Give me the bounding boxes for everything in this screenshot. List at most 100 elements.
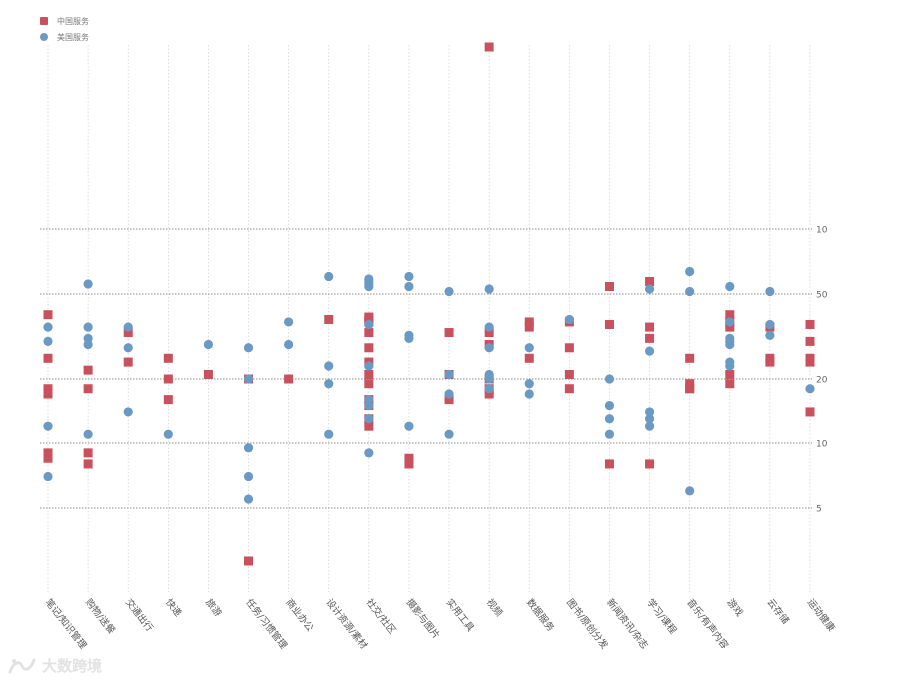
china-point[interactable] [604, 319, 614, 329]
china-point[interactable] [564, 384, 574, 394]
china-point[interactable] [484, 42, 494, 52]
us-point[interactable] [604, 429, 615, 439]
us-point[interactable] [524, 343, 534, 353]
china-point[interactable] [805, 357, 815, 367]
china-point[interactable] [163, 374, 173, 384]
us-point[interactable] [725, 339, 735, 350]
china-point[interactable] [123, 357, 133, 367]
us-point[interactable] [404, 281, 414, 292]
us-point[interactable] [685, 286, 695, 297]
china-point[interactable] [43, 389, 53, 399]
us-point[interactable] [364, 400, 374, 411]
china-point[interactable] [564, 343, 574, 353]
us-point[interactable] [43, 421, 53, 431]
china-point[interactable] [645, 277, 655, 286]
us-point[interactable] [404, 333, 414, 343]
us-point[interactable] [364, 414, 374, 424]
china-point[interactable] [43, 453, 53, 463]
us-point[interactable] [484, 343, 494, 353]
us-point[interactable] [685, 266, 695, 277]
us-point[interactable] [644, 284, 655, 294]
china-point[interactable] [404, 459, 414, 469]
us-point[interactable] [685, 486, 695, 496]
us-point[interactable] [604, 400, 615, 411]
china-point[interactable] [43, 448, 53, 458]
us-point[interactable] [644, 414, 655, 424]
us-point[interactable] [404, 421, 414, 431]
us-point[interactable] [725, 357, 735, 367]
china-point[interactable] [83, 384, 93, 394]
us-point[interactable] [805, 384, 815, 394]
china-point[interactable] [404, 453, 414, 463]
us-point[interactable] [83, 279, 93, 289]
china-point[interactable] [685, 379, 695, 389]
china-point[interactable] [645, 459, 655, 469]
us-point[interactable] [765, 286, 775, 297]
china-point[interactable] [765, 357, 775, 367]
china-point[interactable] [645, 322, 655, 332]
us-point[interactable] [324, 379, 334, 389]
china-point[interactable] [123, 328, 133, 338]
china-point[interactable] [685, 353, 695, 363]
china-point[interactable] [524, 353, 534, 363]
china-point[interactable] [203, 369, 213, 379]
china-point[interactable] [685, 384, 695, 394]
us-point[interactable] [324, 429, 334, 439]
us-point[interactable] [484, 322, 494, 332]
china-point[interactable] [364, 343, 374, 353]
us-point[interactable] [123, 407, 133, 417]
us-point[interactable] [644, 346, 655, 356]
us-point[interactable] [444, 429, 454, 439]
china-point[interactable] [163, 395, 173, 405]
china-point[interactable] [83, 459, 93, 469]
us-point[interactable] [364, 281, 374, 292]
legend-item-china[interactable]: 中国服务 [40, 13, 89, 29]
china-point[interactable] [244, 556, 254, 566]
us-point[interactable] [83, 429, 93, 439]
china-point[interactable] [83, 365, 93, 375]
us-point[interactable] [524, 379, 534, 389]
china-point[interactable] [725, 369, 735, 379]
us-point[interactable] [284, 317, 294, 327]
us-point[interactable] [604, 374, 615, 384]
us-point[interactable] [123, 343, 133, 353]
us-point[interactable] [83, 322, 93, 332]
china-point[interactable] [83, 448, 93, 458]
us-point[interactable] [484, 384, 494, 394]
us-point[interactable] [484, 374, 494, 384]
us-point[interactable] [243, 343, 254, 353]
china-point[interactable] [484, 328, 494, 338]
china-point[interactable] [805, 319, 815, 329]
china-point[interactable] [43, 353, 53, 363]
us-point[interactable] [364, 319, 374, 330]
us-point[interactable] [324, 361, 334, 371]
us-point[interactable] [43, 322, 53, 332]
china-point[interactable] [364, 421, 374, 431]
us-point[interactable] [364, 361, 374, 371]
us-point[interactable] [243, 471, 254, 482]
china-point[interactable] [564, 369, 574, 379]
legend-item-us[interactable]: 美国服务 [40, 29, 89, 45]
us-point[interactable] [765, 319, 775, 330]
china-point[interactable] [604, 282, 614, 291]
china-point[interactable] [725, 310, 735, 320]
china-point[interactable] [444, 328, 454, 338]
us-point[interactable] [43, 471, 53, 482]
us-point[interactable] [564, 314, 574, 325]
us-point[interactable] [644, 421, 655, 431]
china-point[interactable] [284, 374, 294, 384]
china-point[interactable] [725, 379, 735, 389]
china-point[interactable] [484, 389, 494, 399]
us-point[interactable] [83, 339, 93, 350]
china-point[interactable] [725, 322, 735, 332]
china-point[interactable] [645, 333, 655, 343]
china-point[interactable] [364, 379, 374, 389]
us-point[interactable] [765, 330, 775, 340]
us-point[interactable] [444, 389, 454, 399]
us-point[interactable] [243, 494, 254, 504]
us-point[interactable] [284, 339, 294, 350]
china-point[interactable] [364, 369, 374, 379]
china-point[interactable] [324, 314, 334, 324]
us-point[interactable] [444, 286, 454, 297]
us-point[interactable] [725, 281, 735, 292]
